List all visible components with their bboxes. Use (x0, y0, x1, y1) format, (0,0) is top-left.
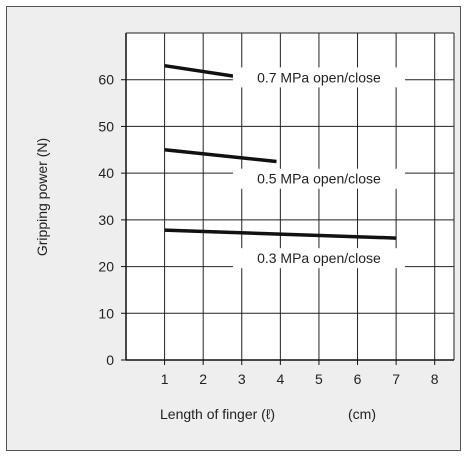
series-label-bg-1 (232, 168, 405, 189)
y-tick-label: 50 (98, 118, 114, 134)
y-tick-label: 30 (98, 212, 114, 228)
tick-labels: 0 10 20 30 40 50 60 1 2 3 4 5 6 7 8 (98, 72, 438, 387)
series-label-0: 0.7 MPa open/close (257, 69, 381, 85)
x-tick-label: 2 (199, 371, 207, 387)
y-tick-label: 0 (106, 352, 114, 368)
x-tick-label: 5 (315, 371, 323, 387)
y-axis-label: Gripping power (N) (34, 138, 50, 256)
y-tick-label: 60 (98, 72, 114, 88)
series-label-1: 0.5 MPa open/close (257, 171, 381, 187)
series-layer: 0.7 MPa open/close 0.5 MPa open/close 0.3 … (164, 63, 405, 269)
series-line-0 (164, 63, 243, 80)
axes (121, 33, 454, 365)
plot-area (126, 33, 454, 360)
x-tick-label: 8 (431, 371, 439, 387)
series-label-bg-0 (232, 67, 405, 88)
x-tick-label: 1 (161, 371, 169, 387)
series-line-1 (164, 148, 277, 164)
series-label-bg-2 (232, 248, 405, 269)
x-tick-label: 6 (354, 371, 362, 387)
x-tick-label: 3 (238, 371, 246, 387)
series-label-2: 0.3 MPa open/close (257, 250, 381, 266)
chart-panel: 0.7 MPa open/close 0.5 MPa open/close 0.3 … (6, 6, 461, 451)
x-axis-unit: (cm) (348, 406, 376, 422)
y-tick-label: 10 (98, 305, 114, 321)
x-tick-label: 7 (392, 371, 400, 387)
x-axis-label: Length of finger (ℓ) (160, 406, 275, 422)
x-tick-label: 4 (276, 371, 284, 387)
y-tick-label: 20 (98, 259, 114, 275)
gripping-power-chart: 0.7 MPa open/close 0.5 MPa open/close 0.3 … (34, 32, 455, 422)
series-line-2 (164, 228, 397, 240)
y-tick-label: 40 (98, 165, 114, 181)
